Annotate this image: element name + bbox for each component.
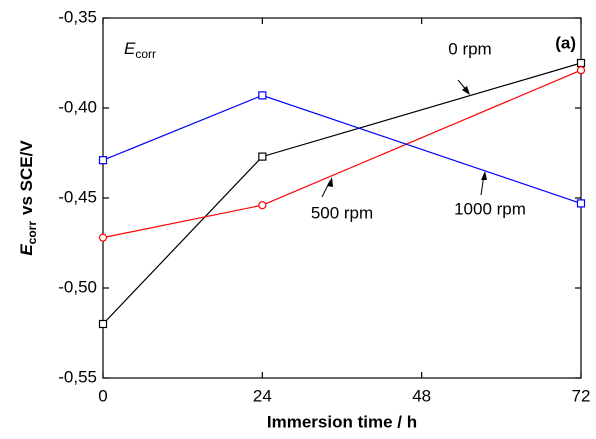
series-label: 500 rpm [311, 203, 373, 222]
marker [98, 319, 108, 329]
marker [258, 152, 267, 161]
y-tick-label: -0,35 [58, 7, 97, 26]
y-axis-label: Ecorr vs SCE/V [17, 140, 39, 256]
y-tick-label: -0,50 [58, 277, 97, 296]
marker [576, 66, 586, 75]
subscript: corr [25, 221, 39, 245]
x-tick-label: 24 [253, 386, 272, 405]
series-label: 0 rpm [448, 39, 491, 58]
subscript: corr [135, 47, 156, 61]
symbol: E [124, 39, 136, 58]
x-tick-label: 72 [572, 386, 591, 405]
arrowhead [481, 171, 487, 180]
plot-frame [102, 17, 582, 379]
y-tick-label: -0,45 [58, 187, 97, 206]
marker [98, 233, 108, 242]
arrowhead [462, 86, 470, 95]
x-axis-label: Immersion time / h [267, 412, 417, 431]
marker [576, 199, 586, 208]
marker [576, 58, 586, 68]
ecorr-annotation: Ecorr [124, 39, 156, 61]
x-tick-label: 0 [98, 386, 107, 405]
arrowhead [327, 177, 333, 187]
y-tick-label: -0,40 [58, 97, 97, 116]
label-text: vs SCE/V [17, 140, 36, 215]
marker [258, 201, 267, 210]
marker [98, 156, 108, 165]
series-line [102, 62, 582, 325]
arrows [321, 79, 487, 198]
x-tick-label: 48 [412, 386, 431, 405]
series-label: 1000 rpm [454, 199, 526, 218]
panel-label: (a) [555, 33, 576, 52]
marker [258, 91, 267, 100]
symbol: E [17, 244, 36, 256]
y-tick-label: -0,55 [58, 367, 97, 386]
series-line [102, 94, 582, 204]
